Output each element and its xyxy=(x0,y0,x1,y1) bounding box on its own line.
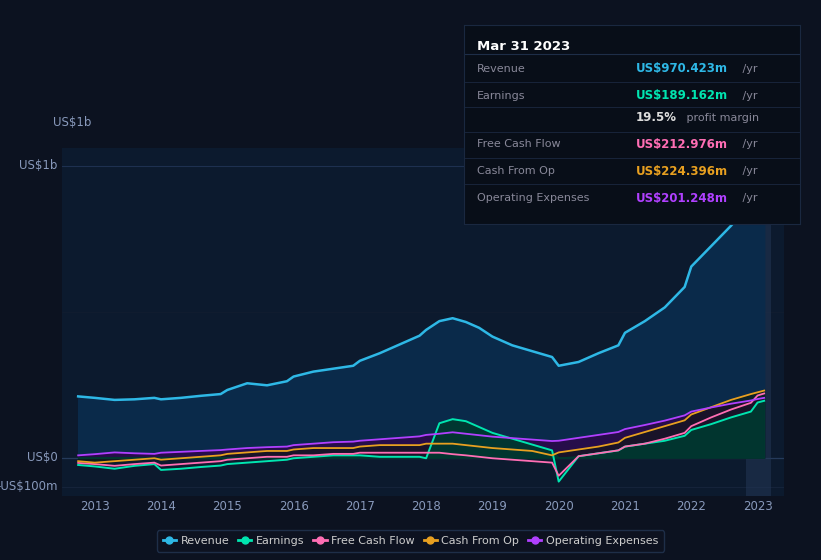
Text: /yr: /yr xyxy=(739,91,758,101)
Text: Mar 31 2023: Mar 31 2023 xyxy=(477,40,571,53)
Text: /yr: /yr xyxy=(739,64,758,74)
Legend: Revenue, Earnings, Free Cash Flow, Cash From Op, Operating Expenses: Revenue, Earnings, Free Cash Flow, Cash … xyxy=(157,530,664,552)
Text: US$224.396m: US$224.396m xyxy=(635,165,727,178)
Text: US$1b: US$1b xyxy=(19,160,57,172)
Text: US$189.162m: US$189.162m xyxy=(635,89,727,102)
Text: Free Cash Flow: Free Cash Flow xyxy=(477,139,561,150)
Text: US$970.423m: US$970.423m xyxy=(635,62,727,76)
Text: US$212.976m: US$212.976m xyxy=(635,138,727,151)
Text: profit margin: profit margin xyxy=(683,113,759,123)
Text: -US$100m: -US$100m xyxy=(0,480,57,493)
Text: /yr: /yr xyxy=(739,166,758,176)
Text: /yr: /yr xyxy=(739,139,758,150)
Text: 19.5%: 19.5% xyxy=(635,111,677,124)
Text: /yr: /yr xyxy=(739,193,758,203)
Text: US$201.248m: US$201.248m xyxy=(635,192,727,204)
Text: US$1b: US$1b xyxy=(53,116,92,129)
Text: Operating Expenses: Operating Expenses xyxy=(477,193,589,203)
Text: US$0: US$0 xyxy=(27,451,57,464)
Text: Earnings: Earnings xyxy=(477,91,525,101)
Text: Revenue: Revenue xyxy=(477,64,526,74)
Text: Cash From Op: Cash From Op xyxy=(477,166,555,176)
